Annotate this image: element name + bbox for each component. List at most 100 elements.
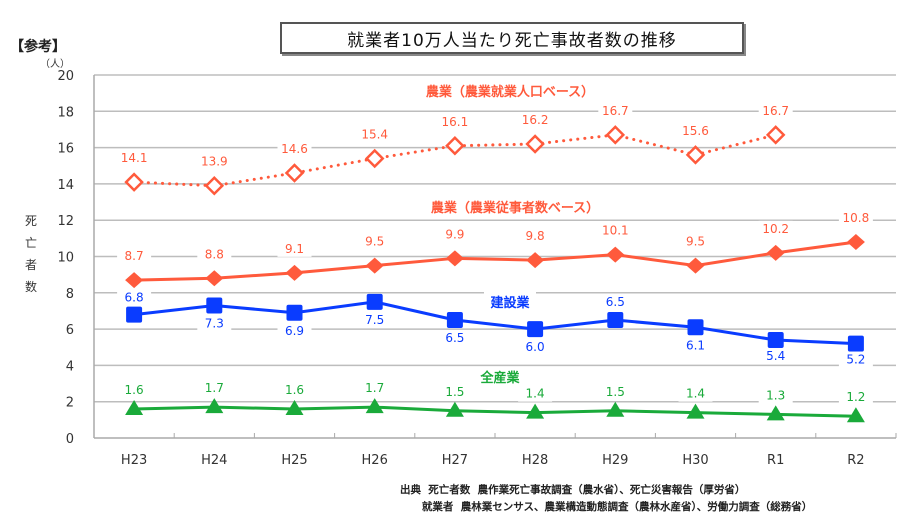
- data-label-bg: [678, 385, 713, 402]
- data-point-marker: [766, 405, 785, 421]
- data-label: 9.8: [526, 229, 545, 243]
- data-point-marker: [686, 257, 705, 274]
- series-label: 建設業: [490, 295, 530, 311]
- chart-title: 就業者10万人当たり死亡事故者数の推移: [280, 22, 744, 54]
- data-label: 1.6: [285, 383, 304, 397]
- series-line-0: [132, 133, 778, 188]
- data-label: 6.0: [526, 340, 545, 354]
- y-tick-label: 14: [57, 178, 74, 193]
- data-label: 9.5: [686, 235, 705, 249]
- source-line-1: 出典 死亡者数 農作業死亡事故調査（農水省）、死亡災害報告（厚労省）: [400, 484, 746, 496]
- data-point-marker: [206, 297, 223, 314]
- data-label: 1.3: [766, 388, 785, 402]
- series-line-2: [133, 300, 856, 346]
- data-label: 1.4: [686, 387, 705, 401]
- data-point-marker: [847, 335, 864, 352]
- data-point-marker: [365, 257, 384, 274]
- x-tick-label: H28: [522, 453, 548, 468]
- data-label: 8.7: [125, 249, 144, 263]
- data-label-bg: [678, 122, 713, 139]
- data-label-bg: [758, 102, 793, 119]
- data-label-bg: [437, 113, 472, 130]
- data-label: 1.5: [445, 385, 464, 399]
- data-label-bg: [758, 387, 793, 404]
- data-label-bg: [197, 153, 232, 170]
- data-point-marker: [606, 401, 625, 417]
- data-label-bg: [437, 330, 472, 347]
- data-point-marker: [606, 246, 625, 263]
- x-tick-label: H25: [281, 453, 307, 468]
- data-label: 13.9: [201, 155, 228, 169]
- data-point-marker: [205, 398, 224, 414]
- data-point-marker: [525, 134, 545, 154]
- data-point-marker: [204, 175, 225, 196]
- data-label-bg: [678, 233, 713, 250]
- data-label: 1.2: [846, 390, 865, 404]
- data-point-marker: [445, 136, 465, 156]
- data-label: 7.3: [205, 317, 224, 331]
- data-point-marker: [846, 233, 865, 250]
- data-label: 15.6: [682, 124, 709, 138]
- data-label-bg: [277, 240, 312, 257]
- series-line-1: [134, 240, 857, 282]
- series-label: 全産業: [479, 370, 520, 386]
- x-tick-label: H23: [121, 453, 147, 468]
- x-tick-label: R2: [847, 453, 864, 468]
- data-label-bg: [357, 311, 392, 328]
- data-label: 1.4: [526, 387, 545, 401]
- data-point-marker: [286, 304, 303, 321]
- y-axis-unit: （人）: [40, 59, 70, 70]
- data-label: 5.2: [846, 353, 865, 367]
- data-label-bg: [357, 126, 392, 143]
- data-label: 9.9: [445, 227, 464, 241]
- data-point-marker: [605, 125, 626, 145]
- x-tick-label: H24: [201, 453, 227, 468]
- data-label-bg: [277, 322, 312, 339]
- y-tick-label: 12: [57, 214, 74, 229]
- data-label: 1.6: [125, 383, 144, 397]
- data-label-bg: [678, 337, 713, 354]
- data-label: 5.4: [766, 349, 785, 363]
- data-label-bg: [197, 380, 232, 397]
- data-point-marker: [125, 399, 144, 415]
- series-label-bg: [414, 81, 606, 101]
- data-label-bg: [197, 315, 232, 332]
- y-tick-label: 16: [57, 142, 74, 157]
- series-label-bg: [474, 367, 526, 387]
- data-label: 6.1: [686, 338, 705, 352]
- data-label: 15.4: [361, 127, 388, 141]
- series-label-bg: [484, 292, 536, 312]
- data-label-bg: [117, 289, 152, 306]
- data-label: 10.8: [843, 211, 870, 225]
- data-label: 1.7: [365, 381, 384, 395]
- series-label-bg: [419, 197, 611, 217]
- data-label-bg: [838, 209, 873, 226]
- data-label-bg: [598, 222, 633, 239]
- data-point-marker: [446, 312, 463, 329]
- data-label-bg: [838, 351, 873, 368]
- data-label-bg: [758, 220, 793, 237]
- y-tick-label: 18: [57, 105, 74, 120]
- data-label-bg: [437, 383, 472, 400]
- data-point-marker: [526, 252, 545, 269]
- data-label-bg: [838, 389, 873, 406]
- data-label: 10.1: [602, 224, 629, 238]
- x-tick-label: H29: [602, 453, 628, 468]
- reference-tag: 【参考】: [10, 39, 66, 55]
- y-tick-label: 20: [57, 69, 74, 84]
- data-label: 7.5: [365, 313, 384, 327]
- data-point-marker: [846, 407, 865, 423]
- series-line-3: [134, 405, 856, 418]
- data-label: 14.1: [121, 151, 148, 165]
- x-tick-label: H26: [362, 453, 388, 468]
- data-label-bg: [518, 228, 553, 245]
- data-point-marker: [445, 401, 464, 417]
- series-label: 農業（農業就業人口ベース）: [426, 84, 594, 100]
- data-point-marker: [766, 244, 785, 261]
- data-label-bg: [437, 226, 472, 243]
- y-tick-label: 10: [57, 251, 74, 266]
- data-label-bg: [117, 150, 152, 167]
- data-label: 1.5: [606, 385, 625, 399]
- data-label-bg: [197, 246, 232, 263]
- data-point-marker: [124, 172, 144, 192]
